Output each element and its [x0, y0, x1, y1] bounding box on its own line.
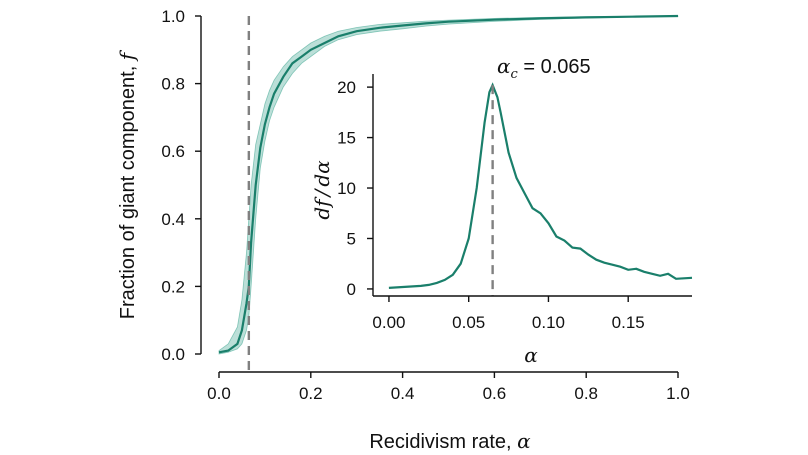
inset-x-ticks: 0.00 0.05 0.10 0.15	[372, 296, 645, 332]
inset-y-tick-label: 10	[337, 179, 356, 198]
inset-x-tick-label: 0.05	[452, 313, 485, 332]
critical-alpha-annotation: αc = 0.065	[497, 54, 591, 82]
inset-y-tick-label: 5	[347, 229, 356, 248]
inset-x-tick-label: 0.10	[532, 313, 565, 332]
inset-plot: 0.00 0.05 0.10 0.15 0 5 10 15 20 α df/dα αc = 0…	[310, 54, 693, 367]
y-tick-label: 0.4	[161, 210, 185, 229]
confidence-band	[218, 15, 679, 355]
y-tick-label: 0.8	[161, 75, 185, 94]
y-tick-label: 0.6	[161, 142, 185, 161]
inset-x-axis-label: α	[524, 343, 538, 367]
inset-y-tick-label: 0	[347, 280, 356, 299]
x-tick-label: 0.0	[207, 384, 231, 403]
inset-y-ticks: 0 5 10 15 20	[337, 78, 373, 299]
x-tick-label: 1.0	[666, 384, 690, 403]
y-ticks: 0.0 0.2 0.4 0.6 0.8 1.0	[161, 7, 201, 364]
inset-x-tick-label: 0.15	[612, 313, 645, 332]
x-axis-label: Recidivism rate, α	[369, 429, 531, 453]
inset-y-axis-label: df/dα	[310, 160, 334, 220]
inset-x-tick-label: 0.00	[372, 313, 405, 332]
inset-y-tick-label: 20	[337, 78, 356, 97]
x-tick-label: 0.6	[483, 384, 507, 403]
y-axis-label: Fraction of giant component, f	[115, 49, 139, 319]
x-tick-label: 0.4	[391, 384, 415, 403]
x-ticks: 0.0 0.2 0.4 0.6 0.8 1.0	[207, 372, 690, 403]
main-plot: 0.0 0.2 0.4 0.6 0.8 1.0 0.0 0.2 0.4 0.6 0.8 1.0 Re…	[115, 7, 690, 453]
inset-y-tick-label: 15	[337, 129, 356, 148]
x-tick-label: 0.2	[299, 384, 323, 403]
derivative-line	[388, 82, 693, 289]
y-tick-label: 1.0	[161, 7, 185, 26]
y-tick-label: 0.2	[161, 277, 185, 296]
x-tick-label: 0.8	[574, 384, 598, 403]
y-tick-label: 0.0	[161, 345, 185, 364]
